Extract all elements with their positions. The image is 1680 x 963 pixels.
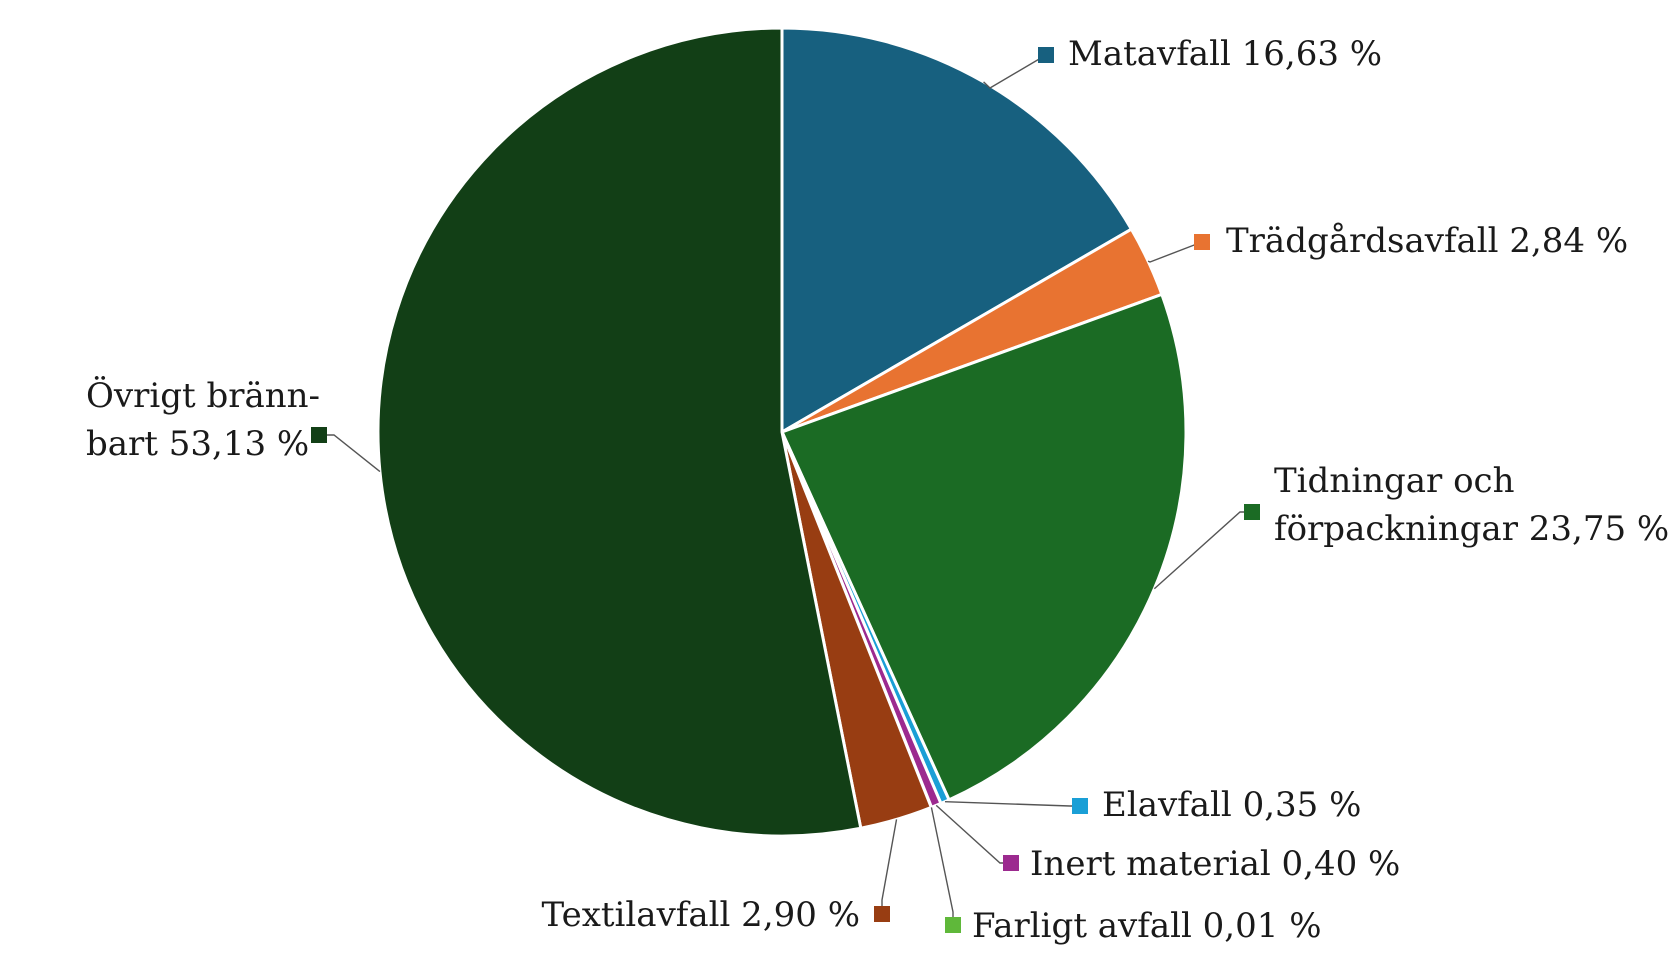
leader-line-inert-material <box>935 804 1011 864</box>
legend-marker-matavfall <box>1038 47 1054 63</box>
pie-slices <box>376 26 1188 838</box>
data-label-farligt-avfall: Farligt avfall 0,01 % <box>972 906 1322 946</box>
leader-line-matavfall <box>983 54 1047 89</box>
data-label-line: Textilavfall 2,90 % <box>542 895 860 935</box>
legend-marker-tradgardsavfall <box>1194 234 1210 250</box>
data-label-matavfall: Matavfall 16,63 % <box>1068 34 1382 74</box>
data-label-line: Trädgårdsavfall 2,84 % <box>1226 221 1628 261</box>
pie-slice-tidningar-och-forpackningar <box>780 292 1188 802</box>
legend-marker-tidningar-och-forpackningar <box>1244 504 1260 520</box>
leader-line-ovrigt-brannbart <box>319 434 381 473</box>
data-label-line: Inert material 0,40 % <box>1030 844 1400 884</box>
legend-marker-ovrigt-brannbart <box>311 427 327 443</box>
data-label-line: bart 53,13 % <box>86 424 309 464</box>
data-label-inert-material: Inert material 0,40 % <box>1030 844 1400 884</box>
data-label-tidningar-och-forpackningar: Tidningar och förpackningar 23,75 % <box>1274 461 1669 549</box>
data-label-line: Övrigt bränn- <box>86 375 320 416</box>
legend-marker-elavfall <box>1072 798 1088 814</box>
data-label-line: Tidningar och <box>1274 461 1515 501</box>
leader-line-elavfall <box>944 800 1080 807</box>
data-label-tradgardsavfall: Trädgårdsavfall 2,84 % <box>1226 221 1628 261</box>
legend-marker-textilavfall <box>874 906 890 922</box>
legend-marker-farligt-avfall <box>945 917 961 933</box>
leader-line-tradgardsavfall <box>1147 241 1203 263</box>
data-label-ovrigt-brannbart: Övrigt bränn-bart 53,13 % <box>86 375 320 464</box>
data-label-elavfall: Elavfall 0,35 % <box>1102 785 1361 825</box>
data-label-line: Elavfall 0,35 % <box>1102 785 1361 825</box>
pie-slice-ovrigt-brannbart <box>376 26 863 838</box>
data-label-line: förpackningar 23,75 % <box>1274 509 1669 549</box>
data-labels: Matavfall 16,63 % Trädgårdsavfall 2,84 % T… <box>86 34 1669 946</box>
data-label-line: Matavfall 16,63 % <box>1068 34 1382 74</box>
data-label-line: Farligt avfall 0,01 % <box>972 906 1322 946</box>
legend-marker-inert-material <box>1003 855 1019 871</box>
leader-line-farligt-avfall <box>930 807 954 925</box>
data-label-textilavfall: Textilavfall 2,90 % <box>542 895 860 935</box>
leader-line-textilavfall <box>881 819 898 914</box>
